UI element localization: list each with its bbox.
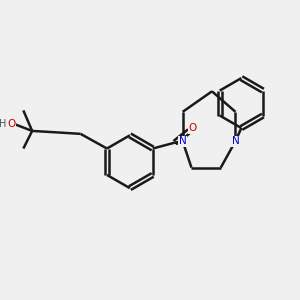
- Text: N: N: [232, 136, 239, 146]
- Text: O: O: [188, 123, 196, 133]
- Text: H: H: [0, 118, 7, 129]
- Text: N: N: [179, 136, 187, 146]
- Text: O: O: [8, 118, 16, 129]
